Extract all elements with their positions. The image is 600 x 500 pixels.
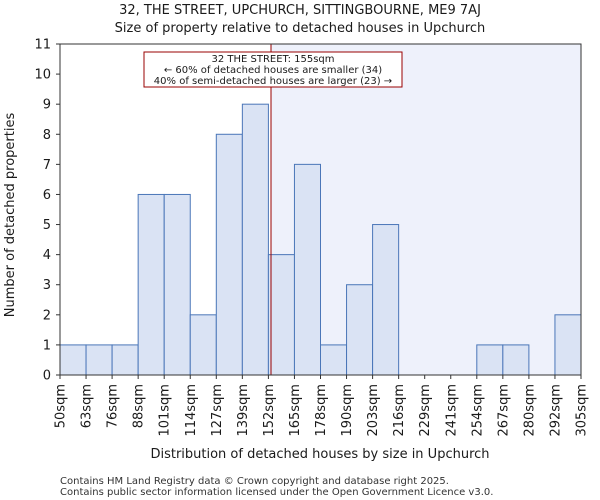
x-tick-label: 203sqm: [366, 384, 381, 437]
bar: [293, 163, 322, 376]
bar: [85, 344, 113, 376]
x-tick-label: 101sqm: [158, 384, 173, 437]
x-tick-label: 190sqm: [340, 384, 355, 437]
annotation-larger: 40% of semi-detached houses are larger (…: [154, 76, 392, 87]
x-tick-label: 229sqm: [418, 384, 433, 437]
x-tick-label: 178sqm: [314, 384, 329, 437]
bar: [554, 314, 582, 376]
y-tick-label: 0: [43, 369, 51, 384]
bar: [476, 344, 504, 376]
annotation-smaller: ← 60% of detached houses are smaller (34…: [164, 65, 382, 76]
bar: [163, 193, 191, 376]
x-tick-label: 292sqm: [548, 384, 563, 437]
y-tick-label: 11: [34, 38, 51, 53]
bar: [137, 193, 165, 376]
y-tick-label: 1: [43, 338, 51, 353]
x-tick-label: 241sqm: [444, 384, 459, 437]
annotation-title: 32 THE STREET: 155sqm: [211, 54, 334, 65]
bar: [241, 103, 269, 376]
x-tick-label: 280sqm: [522, 384, 537, 437]
bar: [189, 314, 217, 376]
y-ticks: 0 1 2 3 4 5 6 7 8 9 10 11: [34, 38, 60, 384]
x-tick-label: 267sqm: [496, 384, 511, 437]
y-tick-label: 10: [34, 68, 51, 83]
chart-subtitle: Size of property relative to detached ho…: [115, 21, 486, 36]
annotation-box: 32 THE STREET: 155sqm ← 60% of detached …: [143, 51, 403, 88]
x-axis-label: Distribution of detached houses by size …: [150, 447, 489, 462]
bar: [346, 284, 374, 376]
x-tick-label: 165sqm: [288, 384, 303, 437]
y-tick-label: 7: [43, 158, 51, 173]
bar: [215, 133, 243, 376]
bar: [372, 224, 400, 376]
y-tick-label: 2: [43, 308, 51, 323]
bar: [320, 344, 348, 376]
annotation-frame: [143, 51, 403, 88]
x-tick-label: 63sqm: [80, 384, 95, 428]
y-tick-label: 3: [43, 278, 51, 293]
footer-line-1: Contains HM Land Registry data © Crown c…: [60, 476, 449, 487]
bar: [267, 254, 295, 376]
x-tick-label: 76sqm: [106, 384, 121, 428]
x-tick-label: 114sqm: [184, 384, 199, 437]
x-tick-label: 152sqm: [262, 384, 277, 437]
x-tick-label: 127sqm: [210, 384, 225, 437]
x-ticks: 50sqm 63sqm 76sqm 88sqm 101sqm 114sqm 127sqm 13…: [54, 375, 590, 437]
y-tick-label: 9: [43, 98, 51, 113]
x-tick-label: 305sqm: [575, 384, 590, 437]
bar: [502, 344, 530, 376]
y-axis-label: Number of detached properties: [3, 113, 18, 318]
x-tick-label: 88sqm: [132, 384, 147, 428]
x-tick-label: 139sqm: [236, 384, 251, 437]
x-tick-label: 50sqm: [54, 384, 69, 428]
bar: [59, 344, 87, 376]
chart-title: 32, THE STREET, UPCHURCH, SITTINGBOURNE,…: [119, 3, 481, 18]
x-tick-label: 216sqm: [392, 384, 407, 437]
y-tick-label: 6: [43, 188, 51, 203]
y-tick-label: 4: [43, 248, 51, 263]
footer-line-2: Contains public sector information licen…: [60, 487, 493, 498]
bar: [111, 344, 139, 376]
bars: [59, 103, 582, 376]
y-tick-label: 5: [43, 218, 51, 233]
x-tick-label: 254sqm: [470, 384, 485, 437]
y-tick-label: 8: [43, 128, 51, 143]
larger-region: [271, 44, 581, 375]
